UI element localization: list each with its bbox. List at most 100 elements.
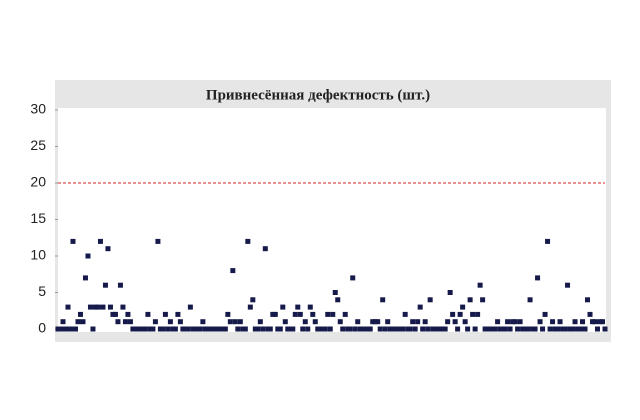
point [185,326,191,332]
point [152,319,158,325]
point [87,304,93,310]
point [300,326,306,332]
point [507,326,513,332]
point [187,304,193,310]
point [172,326,178,332]
point [455,326,461,332]
point [550,319,556,325]
y-tick-label: 15 [30,210,46,226]
point [242,326,248,332]
point [305,326,311,332]
point [295,304,301,310]
point [442,326,448,332]
y-tick-label: 20 [30,174,46,190]
point [97,238,103,244]
point [367,326,373,332]
point [602,326,608,332]
point [297,311,303,317]
point [527,297,533,303]
point [115,319,121,325]
point [120,304,126,310]
point [382,326,388,332]
point [327,326,333,332]
y-tick-label: 5 [38,283,46,299]
point [245,238,251,244]
point [425,326,431,332]
point [512,319,518,325]
point [257,319,263,325]
point [200,319,206,325]
point [572,319,578,325]
point [95,304,101,310]
point [280,304,286,310]
point [495,319,501,325]
point [470,311,476,317]
point [237,319,243,325]
point [292,311,298,317]
point [322,326,328,332]
point [112,311,118,317]
point [155,238,161,244]
point [277,326,283,332]
point [85,253,91,259]
point [462,319,468,325]
point [267,326,273,332]
point [410,319,416,325]
point [557,319,563,325]
point [465,326,471,332]
point [592,319,598,325]
point [555,326,561,332]
point [447,290,453,295]
point [515,326,521,332]
point [65,304,71,310]
point [342,311,348,317]
point [75,319,81,325]
point [412,326,418,332]
point [80,319,86,325]
point [232,319,238,325]
point [585,297,591,303]
point [330,311,336,317]
point [475,311,481,317]
point [407,326,413,332]
point [445,319,451,325]
point [457,311,463,317]
point [290,326,296,332]
point [502,326,508,332]
point [272,311,278,317]
point [325,311,331,317]
chart-title: Привнесённая дефектность (шт.) [206,87,430,103]
point [532,326,538,332]
point [402,311,408,317]
y-tick-label: 30 [30,101,46,117]
point [422,319,428,325]
point [547,326,553,332]
point [380,297,386,303]
point [142,326,148,332]
point [352,326,358,332]
point [250,297,256,303]
point [70,238,76,244]
point [535,275,541,281]
point [102,282,108,288]
point [160,326,166,332]
point [177,319,183,325]
point [467,297,473,303]
point [540,326,546,332]
point [122,319,128,325]
point [227,319,233,325]
point [222,326,228,332]
point [67,326,73,332]
point [107,304,113,310]
point [595,326,601,332]
point [525,326,531,332]
point [587,311,593,317]
point [350,275,356,281]
point [150,326,156,332]
point [505,319,511,325]
point [247,304,253,310]
point [582,326,588,332]
point [335,297,341,303]
point [427,297,433,303]
